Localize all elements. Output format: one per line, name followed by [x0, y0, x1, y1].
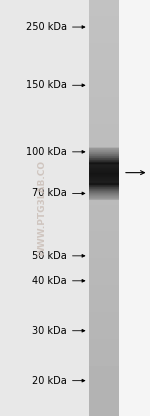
Text: 250 kDa: 250 kDa	[26, 22, 67, 32]
Text: 100 kDa: 100 kDa	[26, 147, 67, 157]
Text: 20 kDa: 20 kDa	[32, 376, 67, 386]
Text: 40 kDa: 40 kDa	[32, 276, 67, 286]
Text: 30 kDa: 30 kDa	[32, 326, 67, 336]
Text: 50 kDa: 50 kDa	[32, 251, 67, 261]
Text: 70 kDa: 70 kDa	[32, 188, 67, 198]
Text: WWW.PTG3LAB.CO: WWW.PTG3LAB.CO	[38, 160, 46, 256]
Bar	[119, 0, 150, 416]
Text: 150 kDa: 150 kDa	[26, 80, 67, 90]
